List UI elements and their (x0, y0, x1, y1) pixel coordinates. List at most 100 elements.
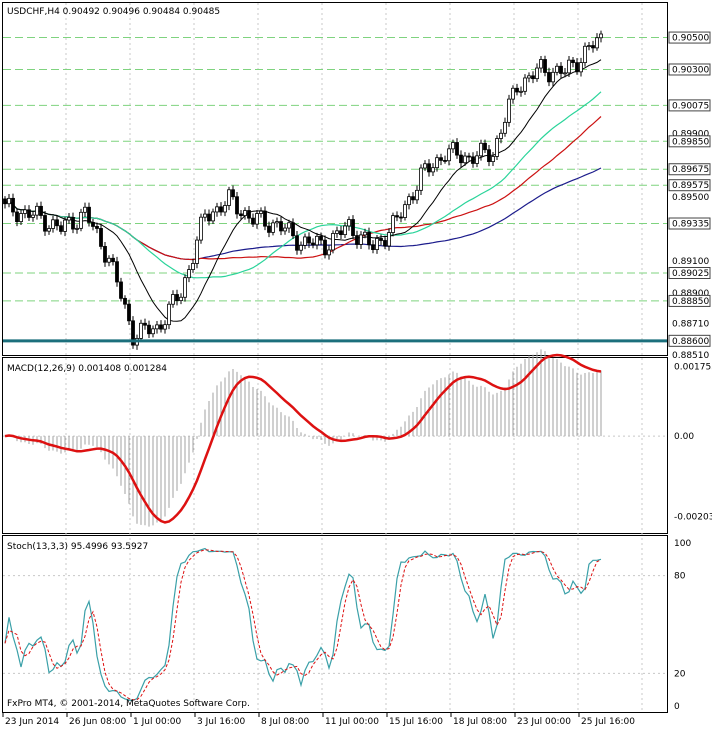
candle-body (199, 216, 203, 241)
candle-body (279, 221, 283, 232)
macd-pane-frame (2, 357, 668, 534)
candle-body (291, 222, 295, 237)
stoch-main-line (4, 547, 602, 702)
candle-body (459, 154, 463, 164)
candle-body (303, 236, 307, 246)
price-axis-label: 0.90500 (672, 34, 709, 44)
candle-body (559, 65, 563, 74)
candle-body (55, 219, 59, 227)
stoch-axis-label: 80 (674, 572, 686, 582)
candle-body (407, 196, 411, 206)
candle-body (183, 277, 187, 298)
price-level-tag (668, 294, 711, 307)
candle-body (3, 198, 7, 205)
candle-body (115, 261, 119, 283)
ma-black-line (4, 59, 602, 322)
candle-body (35, 205, 39, 216)
price-axis-label: 0.89900 (672, 129, 709, 139)
candle-body (511, 87, 515, 100)
candle-body (251, 217, 255, 225)
candle-body (327, 249, 331, 256)
candle-body (43, 215, 47, 232)
price-level-tag (668, 179, 711, 192)
stoch-axis-label: 20 (674, 669, 686, 679)
price-level-tag (668, 266, 711, 279)
candle-body (63, 219, 67, 232)
candle-body (231, 189, 235, 198)
candle-body (483, 142, 487, 151)
candle-body (83, 206, 87, 213)
price-axis-label: 0.89100 (672, 257, 709, 267)
price-axis-label: 0.89025 (672, 269, 709, 279)
candle-body (207, 213, 211, 222)
candle-body (523, 77, 527, 92)
price-axis-label: 0.89850 (672, 137, 709, 147)
candle-body (87, 206, 91, 223)
candle-body (443, 160, 447, 162)
candle-body (159, 324, 163, 330)
candle-body (379, 238, 383, 241)
candle-body (535, 67, 539, 80)
candle-body (91, 222, 95, 227)
time-axis-label: 23 Jul 00:00 (517, 717, 571, 727)
time-axis-label: 11 Jul 00:00 (325, 717, 379, 727)
candle-body (575, 62, 579, 73)
macd-axis-label: 0.001755 (674, 363, 712, 373)
candle-body (267, 225, 271, 233)
candle-body (383, 240, 387, 247)
candle-body (287, 222, 291, 229)
candle-body (163, 324, 167, 330)
candle-body (143, 322, 147, 326)
candle-body (339, 230, 343, 236)
candle-body (179, 296, 183, 301)
candle-body (235, 196, 239, 215)
price-level-tag (668, 217, 711, 230)
stoch-axis-label: 100 (674, 539, 691, 549)
candle-body (247, 210, 251, 219)
price-axis-label: 0.88850 (672, 297, 709, 307)
candle-body (7, 197, 11, 205)
candle-body (79, 211, 83, 229)
candle-body (215, 206, 219, 213)
candle-body (271, 222, 275, 233)
candle-body (39, 205, 43, 216)
candle-body (299, 244, 303, 251)
candle-body (175, 294, 179, 301)
price-chart-title: USDCHF,H4 0.90492 0.90496 0.90484 0.9048… (7, 7, 220, 17)
candle-body (23, 209, 27, 214)
candle-body (47, 228, 51, 232)
price-level-tag (668, 63, 711, 76)
candle-body (467, 155, 471, 158)
candle-body (495, 138, 499, 157)
time-axis-label: 1 Jul 00:00 (133, 717, 182, 727)
price-axis-label: 0.90075 (672, 101, 709, 111)
price-pane-frame (2, 2, 668, 356)
macd-signal-line (4, 353, 602, 524)
candle-body (103, 246, 107, 263)
candle-body (11, 197, 15, 213)
candle-body (451, 142, 455, 150)
candle-body (343, 225, 347, 236)
candle-body (195, 239, 199, 264)
candle-body (187, 269, 191, 279)
candle-body (587, 45, 591, 47)
time-axis-label: 3 Jul 16:00 (197, 717, 246, 727)
candle-body (395, 215, 399, 218)
macd-axis-label: -0.002038 (674, 513, 712, 523)
price-axis-label: 0.89335 (672, 220, 709, 230)
macd-axis-label: 0.00 (674, 432, 694, 442)
stoch-pane-frame (2, 535, 668, 713)
price-axis-label: 0.88600 (672, 337, 709, 347)
candle-body (275, 221, 279, 224)
candle-body (499, 132, 503, 139)
candle-body (507, 98, 511, 123)
candle-body (567, 59, 571, 74)
candle-body (227, 189, 231, 206)
candle-body (355, 235, 359, 245)
candle-body (155, 324, 159, 330)
time-axis-label: 25 Jul 16:00 (581, 717, 635, 727)
candle-body (119, 281, 123, 299)
candle-body (371, 244, 375, 250)
candle-body (563, 72, 567, 75)
